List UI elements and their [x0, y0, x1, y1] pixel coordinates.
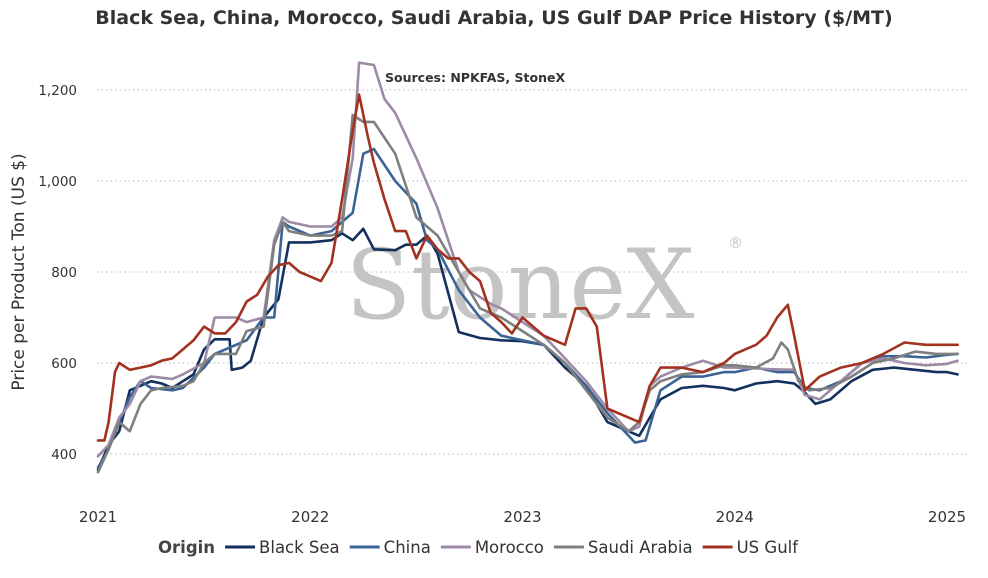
y-tick-label: 1,200: [38, 83, 77, 99]
y-tick-label: 800: [51, 265, 77, 281]
legend-label-black-sea: Black Sea: [259, 538, 340, 557]
legend-label-saudi-arabia: Saudi Arabia: [588, 538, 693, 557]
x-axis-ticks: 2021 2022 2023 2024 2025: [79, 508, 966, 526]
source-annotation: Sources: NPKFAS, StoneX: [385, 70, 565, 85]
x-tick-label: 2023: [503, 508, 541, 526]
y-tick-label: 400: [51, 447, 77, 463]
y-tick-label: 600: [51, 356, 77, 372]
legend-label-morocco: Morocco: [475, 538, 544, 557]
y-tick-label: 1,000: [38, 174, 77, 190]
legend-label-china: China: [384, 538, 431, 557]
x-tick-label: 2021: [79, 508, 117, 526]
y-axis-label: Price per Product Ton (US $): [9, 153, 29, 390]
x-tick-label: 2025: [928, 508, 966, 526]
series-line-us-gulf: [96, 93, 959, 442]
y-axis-ticks: 400 600 800 1,000 1,200: [38, 83, 77, 463]
legend-title: Origin: [158, 538, 215, 557]
watermark-registered-mark: ®: [728, 234, 743, 252]
series-lines: [96, 61, 959, 474]
legend: Origin Black Sea China Morocco Saudi Arabia…: [158, 538, 799, 557]
chart-title: Black Sea, China, Morocco, Saudi Arabia,…: [95, 7, 892, 29]
x-tick-label: 2024: [716, 508, 754, 526]
legend-label-us-gulf: US Gulf: [737, 538, 800, 557]
x-tick-label: 2022: [291, 508, 329, 526]
gridlines: [97, 89, 968, 455]
watermark: StoneX: [345, 229, 694, 341]
